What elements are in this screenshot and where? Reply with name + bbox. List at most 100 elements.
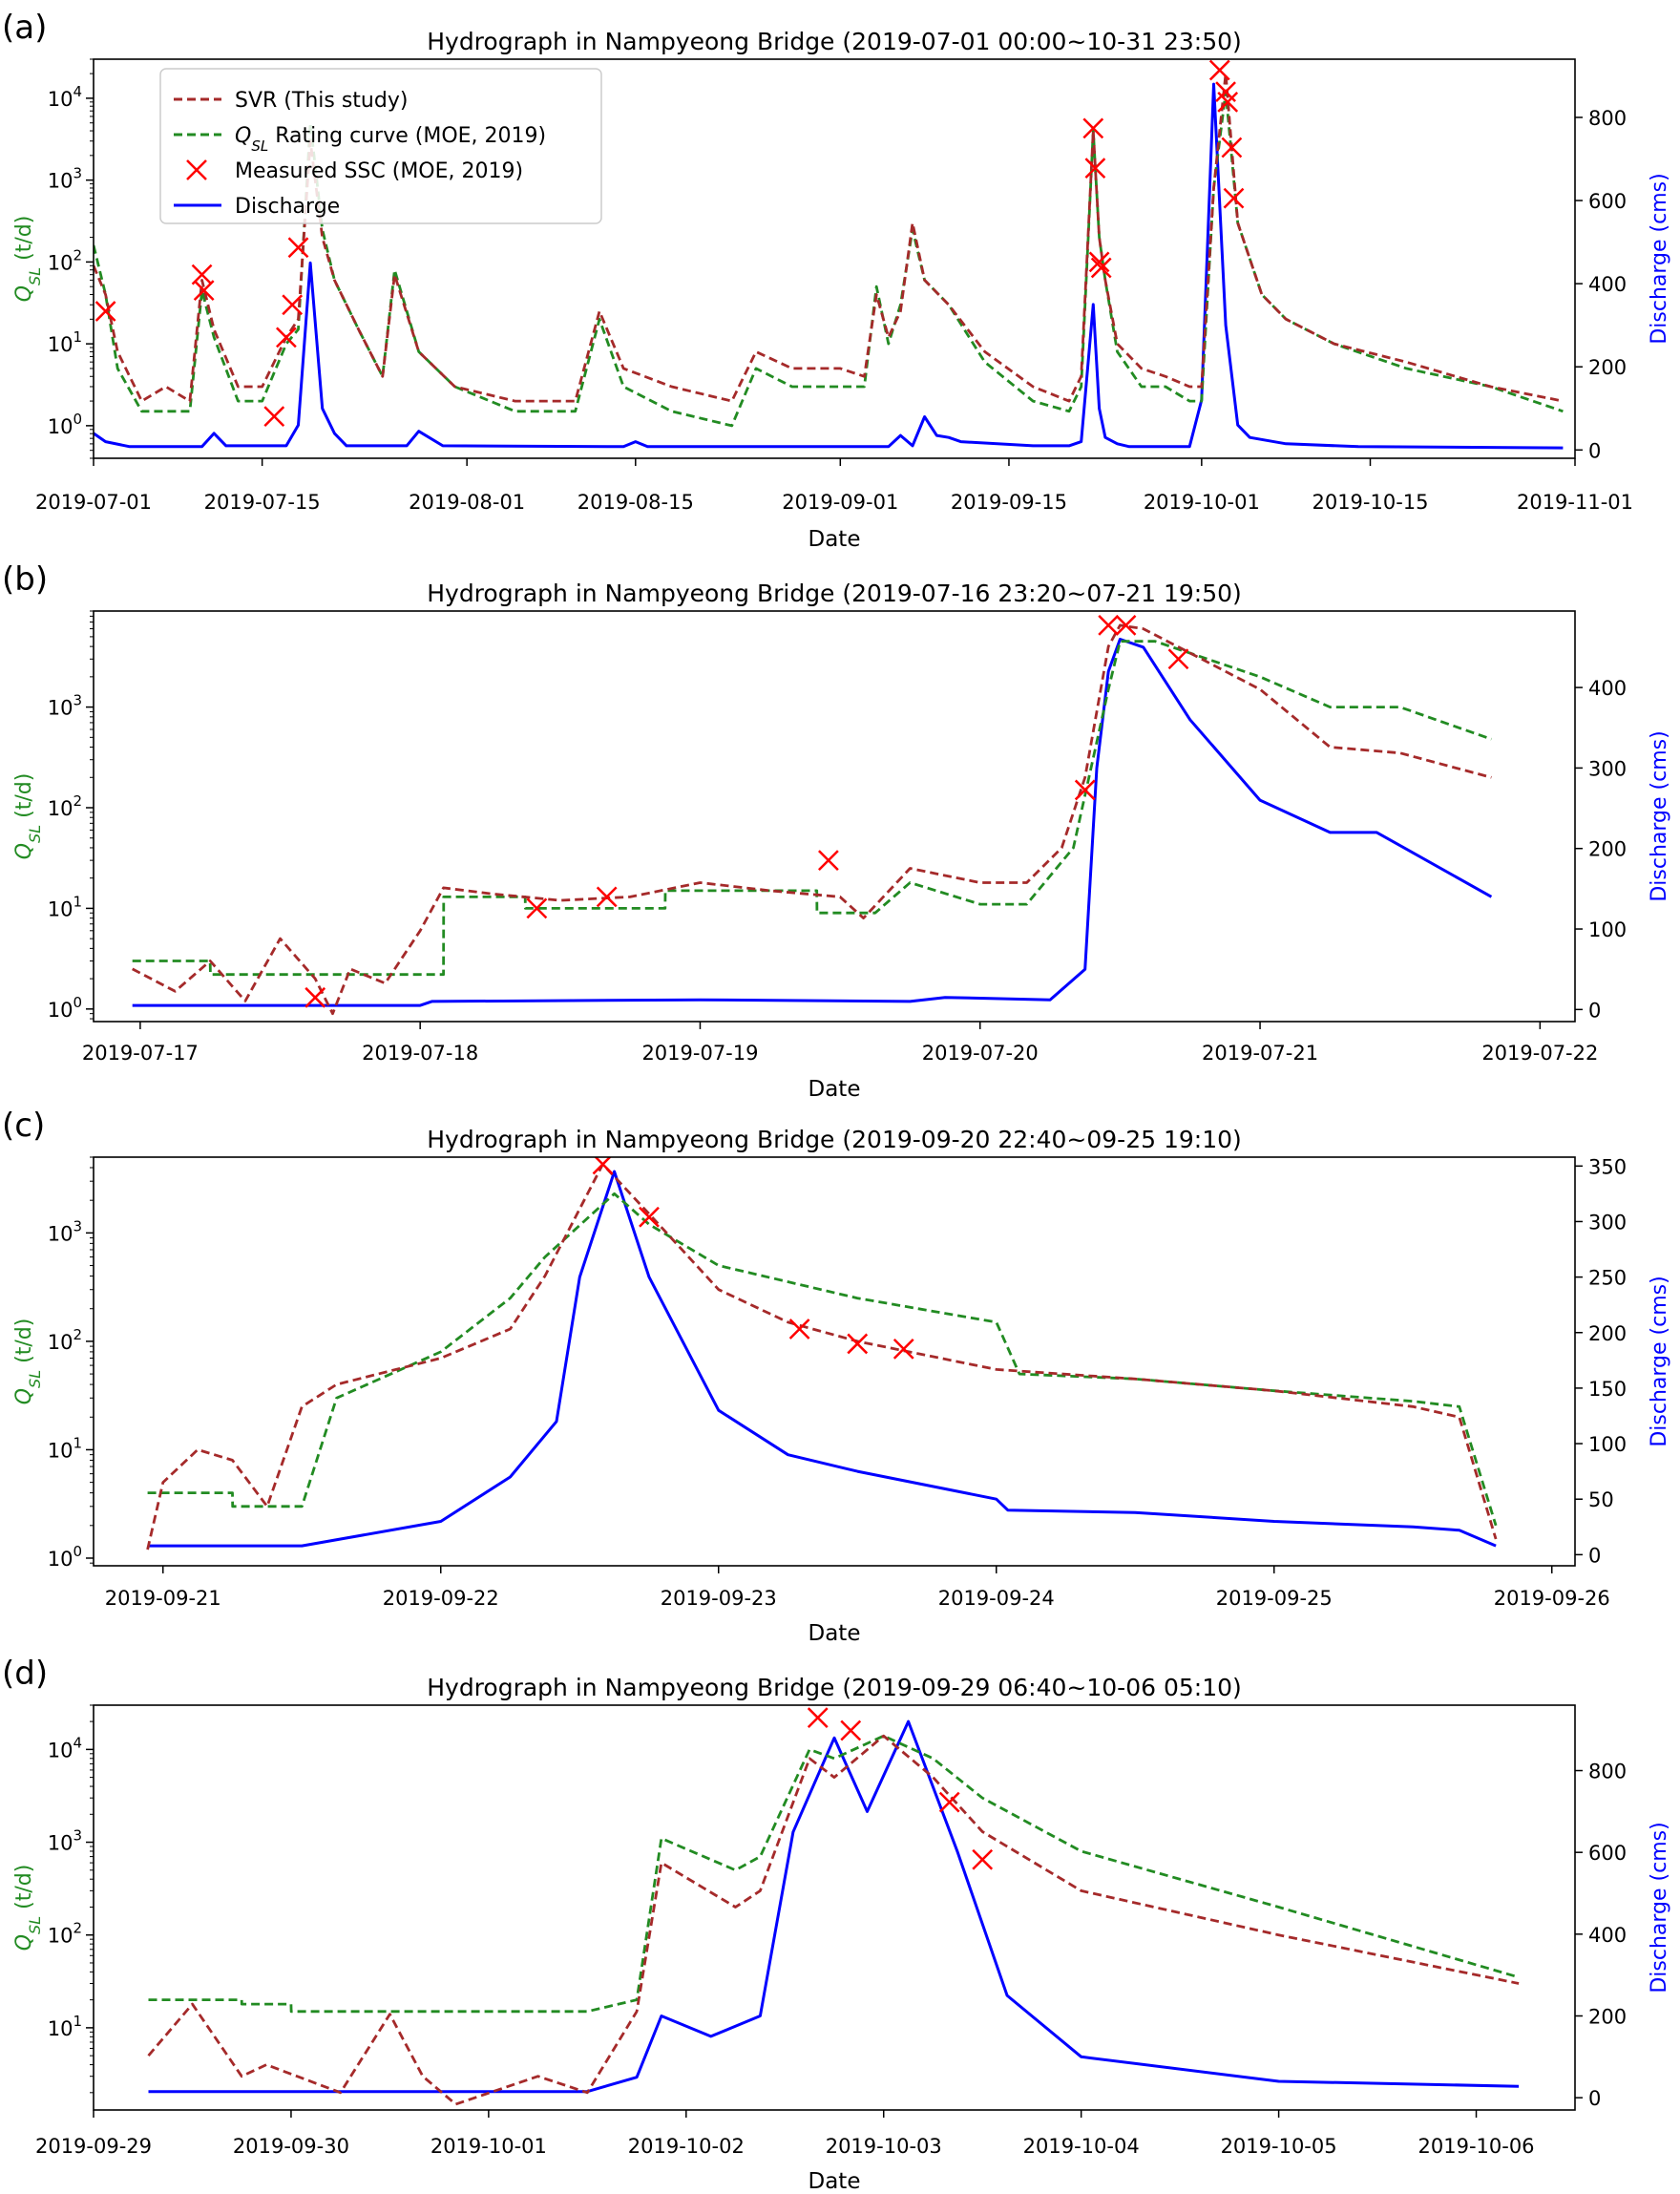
- panel-title: Hydrograph in Nampyeong Bridge (2019-09-…: [427, 1126, 1242, 1153]
- y2-tick-label: 200: [1588, 838, 1627, 861]
- y-tick-label: 103: [48, 165, 82, 193]
- y2-tick-label: 150: [1588, 1378, 1627, 1401]
- measured-ssc-marker: [1088, 251, 1110, 273]
- x-tick-label: 2019-10-15: [1312, 491, 1428, 514]
- x-tick-label: 2019-10-01: [430, 2135, 547, 2158]
- axes-frame: [93, 1156, 1576, 1567]
- x-tick-label: 2019-07-19: [641, 1042, 758, 1065]
- y-tick-label: 104: [48, 1734, 82, 1762]
- y2-tick-label: 800: [1588, 1761, 1627, 1783]
- measured-ssc-marker: [788, 1319, 810, 1340]
- discharge-line: [147, 1170, 1497, 1548]
- x-tick-label: 2019-09-30: [233, 2135, 349, 2158]
- x-tick-label: 2019-07-15: [204, 491, 321, 514]
- svr-line: [147, 1734, 1520, 2106]
- measured-ssc-marker: [304, 986, 326, 1008]
- y2-tick-label: 200: [1588, 2005, 1627, 2028]
- x-tick-label: 2019-09-22: [383, 1587, 499, 1610]
- x-tick-label: 2019-09-21: [105, 1587, 221, 1610]
- measured-ssc-marker: [1115, 615, 1137, 636]
- x-tick-label: 2019-07-17: [82, 1042, 199, 1065]
- measured-ssc-marker: [282, 294, 304, 316]
- x-tick-label: 2019-08-01: [409, 491, 525, 514]
- measured-ssc-marker: [263, 406, 285, 427]
- discharge-line: [148, 1719, 1520, 2094]
- panel-title: Hydrograph in Nampyeong Bridge (2019-07-…: [427, 28, 1242, 55]
- y-tick-label: 101: [48, 328, 82, 356]
- legend-marker-measured: [186, 159, 207, 180]
- x-tick-label: 2019-07-01: [35, 491, 152, 514]
- measured-ssc-marker: [1090, 257, 1112, 279]
- measured-ssc-marker: [1082, 117, 1104, 139]
- y-tick-label: 101: [48, 2013, 82, 2040]
- y2-tick-label: 800: [1588, 107, 1627, 130]
- x-tick-label: 2019-09-29: [35, 2135, 152, 2158]
- x-tick-label: 2019-08-15: [578, 491, 694, 514]
- x-axis-label: Date: [808, 2169, 861, 2194]
- panel-c: (c) Hydrograph in Nampyeong Bridge (2019-…: [2, 1107, 1671, 1646]
- measured-ssc-marker: [818, 850, 839, 872]
- plot-area: [132, 615, 1493, 1016]
- legend-label: Measured SSC (MOE, 2019): [235, 159, 523, 183]
- discharge-line: [132, 638, 1493, 1007]
- y-tick-label: 102: [48, 792, 82, 820]
- x-tick-label: 2019-10-05: [1221, 2135, 1337, 2158]
- legend-label: Discharge: [235, 195, 340, 219]
- y2-tick-label: 600: [1588, 1842, 1627, 1865]
- y2-tick-label: 0: [1588, 999, 1601, 1022]
- x-tick-label: 2019-10-01: [1144, 491, 1260, 514]
- panel-letter: (d): [2, 1655, 48, 1693]
- y-axis-label: QSL (t/d): [12, 1319, 44, 1405]
- x-tick-label: 2019-07-20: [922, 1042, 1039, 1065]
- panel-b: (b) Hydrograph in Nampyeong Bridge (2019-…: [2, 560, 1671, 1102]
- y2-tick-label: 600: [1588, 190, 1627, 213]
- y-tick-label: 100: [48, 1543, 82, 1571]
- x-tick-label: 2019-09-23: [661, 1587, 777, 1610]
- y-axis-label: QSL (t/d): [12, 216, 44, 303]
- x-tick-label: 2019-09-26: [1494, 1587, 1610, 1610]
- x-axis-label: Date: [808, 1077, 861, 1102]
- y2-tick-label: 250: [1588, 1267, 1627, 1290]
- axes-frame: [93, 1704, 1576, 2111]
- y-tick-label: 103: [48, 1217, 82, 1245]
- y2-tick-label: 350: [1588, 1155, 1627, 1178]
- plot-area: [146, 1157, 1498, 1551]
- y2-tick-label: 400: [1588, 677, 1627, 700]
- x-tick-label: 2019-07-21: [1202, 1042, 1318, 1065]
- panel-title: Hydrograph in Nampyeong Bridge (2019-09-…: [427, 1674, 1242, 1701]
- measured-ssc-marker: [1074, 779, 1096, 801]
- x-tick-label: 2019-09-01: [782, 491, 898, 514]
- legend-label: QSL Rating curve (MOE, 2019): [235, 124, 546, 155]
- measured-ssc-marker: [840, 1719, 862, 1741]
- y-tick-label: 102: [48, 246, 82, 274]
- x-tick-label: 2019-10-02: [628, 2135, 745, 2158]
- y-axis-label: QSL (t/d): [12, 773, 44, 860]
- legend-label: SVR (This study): [235, 89, 408, 113]
- y2-axis-label: Discharge (cms): [1648, 173, 1671, 344]
- y-tick-label: 101: [48, 893, 82, 920]
- measured-ssc-marker: [1223, 187, 1245, 209]
- panel-d: (d) Hydrograph in Nampyeong Bridge (2019-…: [2, 1655, 1671, 2194]
- y2-tick-label: 400: [1588, 273, 1627, 296]
- y2-tick-label: 300: [1588, 1211, 1627, 1234]
- y2-tick-label: 400: [1588, 1924, 1627, 1947]
- svr-line: [94, 72, 1564, 403]
- measured-ssc-marker: [94, 301, 116, 322]
- axes-frame: [93, 610, 1576, 1023]
- measured-ssc-marker: [596, 886, 618, 908]
- rating-curve-line: [147, 1192, 1498, 1527]
- y2-tick-label: 300: [1588, 757, 1627, 780]
- measured-ssc-marker: [1217, 91, 1239, 113]
- x-axis-label: Date: [808, 527, 861, 552]
- measured-ssc-marker: [972, 1848, 994, 1870]
- y-tick-label: 103: [48, 1827, 82, 1855]
- svr-line: [146, 1163, 1498, 1551]
- y-tick-label: 102: [48, 1920, 82, 1948]
- x-tick-label: 2019-09-15: [951, 491, 1067, 514]
- y2-tick-label: 200: [1588, 356, 1627, 379]
- measured-ssc-marker: [1084, 158, 1106, 179]
- measured-ssc-marker: [276, 327, 297, 348]
- legend-box: [159, 68, 602, 224]
- y2-axis-label: Discharge (cms): [1648, 730, 1671, 901]
